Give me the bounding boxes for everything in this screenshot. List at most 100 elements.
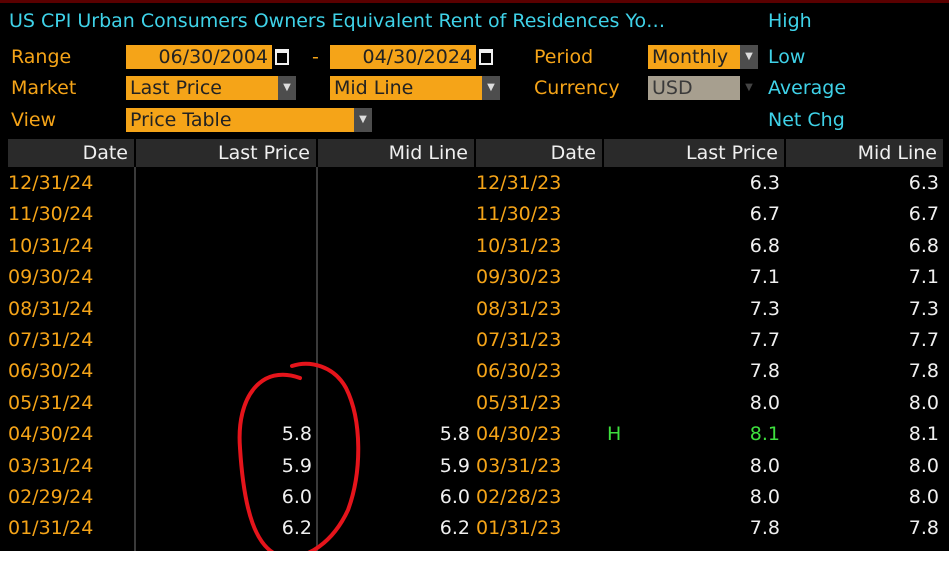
- market-label: Market: [11, 77, 77, 99]
- view-value[interactable]: Price Table: [126, 108, 354, 132]
- chevron-down-icon[interactable]: ▼: [278, 76, 296, 100]
- last-price-cell-right: 7.3: [749, 297, 780, 320]
- last-price-cell-right: 8.0: [749, 391, 780, 414]
- last-price-cell-right: 7.8: [749, 360, 780, 383]
- mid-line-cell-right: 7.3: [908, 297, 939, 320]
- table-row[interactable]: 03/31/24 5.9 5.9 03/31/23 8.0 8.0: [0, 451, 949, 482]
- chevron-down-icon[interactable]: ▼: [740, 76, 758, 100]
- table-row[interactable]: 11/30/24 11/30/23 6.7 6.7: [0, 199, 949, 230]
- table-row[interactable]: 08/31/24 08/31/23 7.3 7.3: [0, 294, 949, 325]
- date-cell-left: 09/30/24: [8, 266, 94, 289]
- mid-line-cell-left: 6.2: [439, 517, 470, 540]
- last-price-cell-right: 6.7: [749, 203, 780, 226]
- date-cell-left: 11/30/24: [8, 203, 94, 226]
- date-cell-right: 01/31/23: [476, 517, 562, 540]
- mid-line-cell-right: 8.0: [908, 486, 939, 508]
- mid-line-cell-left: 5.9: [439, 454, 470, 477]
- calendar-icon[interactable]: [275, 49, 289, 65]
- table-row[interactable]: 07/31/24 07/31/23 7.7 7.7: [0, 325, 949, 356]
- calendar-icon[interactable]: [479, 49, 493, 65]
- date-cell-right: 08/31/23: [476, 297, 562, 320]
- mid-line-cell-left: 6.0: [439, 486, 470, 508]
- chevron-down-icon[interactable]: ▼: [482, 76, 500, 100]
- period-value[interactable]: Monthly: [648, 45, 740, 69]
- last-price-cell-right: 8.0: [749, 486, 780, 508]
- date-cell-left: 03/31/24: [8, 454, 94, 477]
- range-start-input[interactable]: 06/30/2004: [126, 45, 272, 69]
- date-cell-right: 11/30/23: [476, 203, 562, 226]
- last-price-cell-right: 7.7: [749, 329, 780, 351]
- date-cell-left: 08/31/24: [8, 297, 94, 320]
- column-header-date-right[interactable]: Date: [476, 139, 602, 167]
- mid-line-cell-right: 8.1: [908, 423, 939, 446]
- chevron-down-icon[interactable]: ▼: [740, 45, 758, 69]
- stat-high-label: High: [768, 10, 812, 32]
- chevron-down-icon[interactable]: ▼: [354, 108, 372, 132]
- last-price-cell-right: 8.1: [749, 423, 780, 446]
- column-header-date-left[interactable]: Date: [8, 139, 134, 167]
- mid-line-cell-right: 7.1: [908, 266, 939, 289]
- stat-average-label: Average: [768, 77, 847, 99]
- currency-label: Currency: [534, 77, 620, 99]
- date-cell-right: 06/30/23: [476, 360, 562, 383]
- column-divider: [134, 167, 136, 551]
- column-header-mid-line-right[interactable]: Mid Line: [786, 139, 943, 167]
- high-marker: H: [607, 423, 622, 446]
- mid-line-cell-right: 8.0: [908, 454, 939, 477]
- last-price-cell-right: 7.8: [749, 517, 780, 540]
- column-header-last-price-left[interactable]: Last Price: [136, 139, 316, 167]
- table-row[interactable]: 05/31/24 05/31/23 8.0 8.0: [0, 388, 949, 419]
- mid-line-cell-left: 5.8: [439, 423, 470, 446]
- table-row[interactable]: 06/30/24 06/30/23 7.8 7.8: [0, 356, 949, 387]
- column-header-mid-line-left[interactable]: Mid Line: [318, 139, 474, 167]
- date-cell-right: 09/30/23: [476, 266, 562, 289]
- date-cell-left: 02/29/24: [8, 486, 94, 508]
- market-value-1[interactable]: Last Price: [126, 76, 278, 100]
- table-row[interactable]: 01/31/24 6.2 6.2 01/31/23 7.8 7.8: [0, 513, 949, 544]
- table-row[interactable]: 04/30/24 5.8 5.8 04/30/23 H 8.1 8.1: [0, 419, 949, 450]
- market-value-2[interactable]: Mid Line: [330, 76, 482, 100]
- last-price-cell-left: 6.2: [281, 517, 312, 540]
- table-row[interactable]: 02/29/24 6.0 6.0 02/28/23 8.0 8.0: [0, 482, 949, 513]
- mid-line-cell-right: 8.0: [908, 391, 939, 414]
- date-cell-left: 04/30/24: [8, 423, 94, 446]
- last-price-cell-right: 6.3: [749, 172, 780, 194]
- date-cell-right: 10/31/23: [476, 234, 562, 257]
- stat-low-label: Low: [768, 46, 806, 68]
- red-circle-annotation: [237, 361, 361, 551]
- date-cell-left: 05/31/24: [8, 391, 94, 414]
- date-cell-right: 02/28/23: [476, 486, 562, 508]
- table-row[interactable]: 09/30/24 09/30/23 7.1 7.1: [0, 262, 949, 293]
- top-border: [0, 0, 949, 3]
- table-row[interactable]: 10/31/24 10/31/23 6.8 6.8: [0, 231, 949, 262]
- range-end-input[interactable]: 04/30/2024: [330, 45, 476, 69]
- terminal-window: US CPI Urban Consumers Owners Equivalent…: [0, 0, 949, 551]
- range-separator: -: [312, 46, 319, 68]
- date-cell-right: 05/31/23: [476, 391, 562, 414]
- mid-line-cell-right: 6.8: [908, 234, 939, 257]
- view-label: View: [11, 109, 57, 131]
- date-cell-right: 07/31/23: [476, 329, 562, 351]
- date-cell-left: 07/31/24: [8, 329, 94, 351]
- mid-line-cell-right: 6.3: [908, 172, 939, 194]
- date-cell-left: 12/31/24: [8, 172, 94, 194]
- stat-net-chg-label: Net Chg: [768, 109, 845, 131]
- period-label: Period: [534, 46, 594, 68]
- column-header-last-price-right[interactable]: Last Price: [604, 139, 784, 167]
- range-label: Range: [11, 46, 72, 68]
- column-divider: [316, 167, 318, 551]
- table-row[interactable]: 12/31/24 12/31/23 6.3 6.3: [0, 168, 949, 199]
- date-cell-left: 01/31/24: [8, 517, 94, 540]
- mid-line-cell-right: 7.8: [908, 360, 939, 383]
- mid-line-cell-right: 6.7: [908, 203, 939, 226]
- date-cell-right: 04/30/23: [476, 423, 562, 446]
- last-price-cell-right: 7.1: [749, 266, 780, 289]
- last-price-cell-left: 5.8: [281, 423, 312, 446]
- mid-line-cell-right: 7.7: [908, 329, 939, 351]
- security-title: US CPI Urban Consumers Owners Equivalent…: [9, 10, 666, 32]
- date-cell-left: 10/31/24: [8, 234, 94, 257]
- date-cell-right: 12/31/23: [476, 172, 562, 194]
- date-cell-right: 03/31/23: [476, 454, 562, 477]
- last-price-cell-left: 5.9: [281, 454, 312, 477]
- currency-value[interactable]: USD: [648, 76, 740, 100]
